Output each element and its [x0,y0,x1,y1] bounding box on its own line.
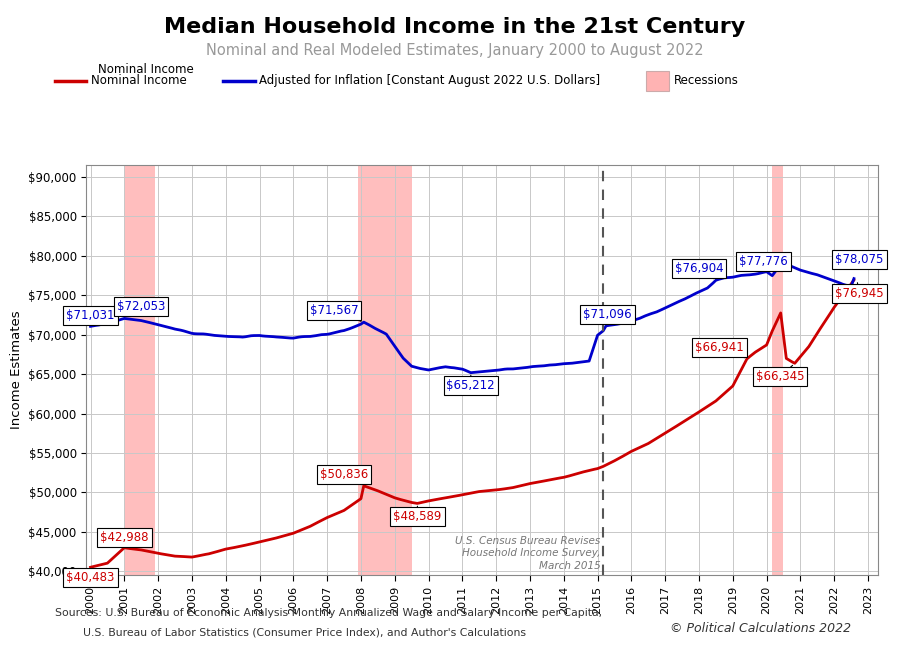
Text: $78,075: $78,075 [835,253,884,266]
Text: © Political Calculations 2022: © Political Calculations 2022 [670,621,851,635]
Bar [773,165,784,575]
Text: $40,483: $40,483 [66,571,115,584]
Text: $65,212: $65,212 [447,379,495,393]
Text: Nominal and Real Modeled Estimates, January 2000 to August 2022: Nominal and Real Modeled Estimates, Janu… [207,43,703,58]
Text: $71,031: $71,031 [66,309,115,323]
Y-axis label: Income Estimates: Income Estimates [10,311,23,430]
Text: $48,589: $48,589 [393,510,441,524]
Bar [359,165,411,575]
Text: Nominal Income: Nominal Income [91,75,187,87]
Text: $50,836: $50,836 [320,468,369,481]
Text: $42,988: $42,988 [100,531,148,544]
Text: Sources: U.S. Bureau of Economic Analysis Monthly Annualized Wage and Salary Inc: Sources: U.S. Bureau of Economic Analysi… [55,608,602,618]
Text: $77,776: $77,776 [739,255,787,268]
FancyBboxPatch shape [646,71,669,91]
Text: $66,345: $66,345 [756,370,804,383]
Text: $76,945: $76,945 [835,288,884,300]
Bar [125,165,156,575]
Text: Household Income Survey,: Household Income Survey, [462,548,601,559]
Text: $66,941: $66,941 [695,341,743,354]
Text: Median Household Income in the 21st Century: Median Household Income in the 21st Cent… [165,17,745,36]
Text: $71,567: $71,567 [309,304,359,317]
Text: U.S. Bureau of Labor Statistics (Consumer Price Index), and Author's Calculation: U.S. Bureau of Labor Statistics (Consume… [55,628,526,638]
Text: U.S. Census Bureau Revises: U.S. Census Bureau Revises [455,535,601,546]
Text: Adjusted for Inflation [Constant August 2022 U.S. Dollars]: Adjusted for Inflation [Constant August … [259,75,601,87]
Text: $71,096: $71,096 [583,308,632,321]
Text: Nominal Income: Nominal Income [98,63,194,76]
Text: $76,904: $76,904 [674,262,723,275]
Text: $72,053: $72,053 [117,300,166,313]
Text: March 2015: March 2015 [539,561,601,571]
Text: Recessions: Recessions [673,75,738,87]
